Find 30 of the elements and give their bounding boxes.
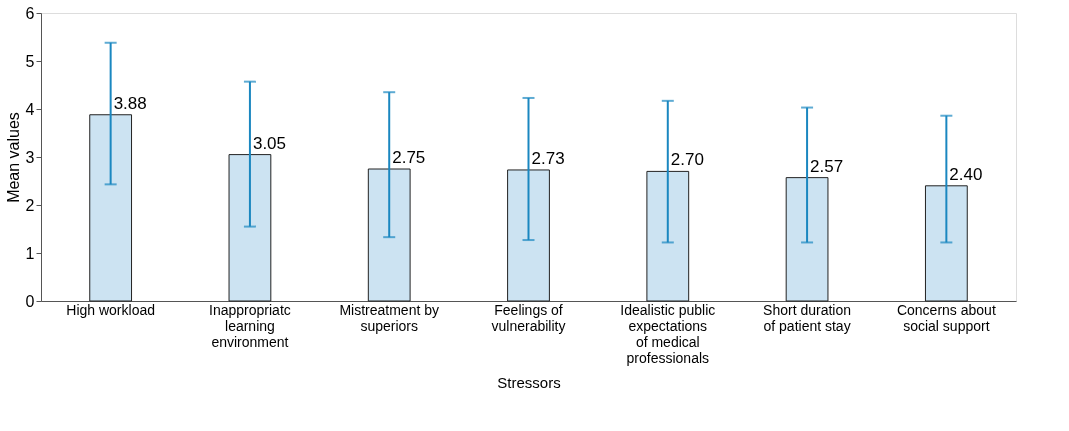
- y-tick-label: 0: [25, 292, 35, 310]
- y-tick-label: 5: [25, 52, 35, 70]
- bar: [89, 114, 133, 302]
- data-label: 3.88: [113, 93, 147, 113]
- y-tick-label: 6: [25, 4, 35, 22]
- bar: [785, 177, 829, 302]
- x-tick-label: Idealistic public expectations of medical professionals: [620, 301, 716, 366]
- data-label: 3.05: [252, 133, 287, 153]
- data-label: 2.57: [810, 156, 844, 176]
- y-tick-label: 1: [25, 244, 35, 262]
- x-tick-label: Concerns about social support: [896, 301, 996, 334]
- y-tick-label: 3: [25, 148, 35, 166]
- data-label: 2.70: [670, 150, 704, 170]
- y-tick-label: 2: [25, 196, 35, 214]
- y-tick-label: 4: [25, 100, 35, 118]
- data-label: 2.40: [949, 164, 983, 184]
- x-tick-label: Mistreatment by superiors: [339, 301, 440, 334]
- x-tick-label: Short duration of patient stay: [763, 301, 852, 334]
- x-tick-label: Feelings of vulnerability: [491, 301, 566, 334]
- bar: [507, 169, 550, 302]
- x-tick-label: High workload: [66, 301, 155, 318]
- bar: [924, 185, 968, 302]
- bar: [367, 168, 411, 302]
- bar: [646, 170, 690, 302]
- data-label: 2.75: [392, 148, 426, 167]
- bar: [228, 154, 272, 302]
- x-axis-title: Stressors: [497, 373, 561, 391]
- x-tick-label: Inappropriatc learning environment: [209, 301, 291, 350]
- y-axis-title: Mean values: [4, 112, 22, 203]
- data-label: 2.73: [531, 148, 565, 168]
